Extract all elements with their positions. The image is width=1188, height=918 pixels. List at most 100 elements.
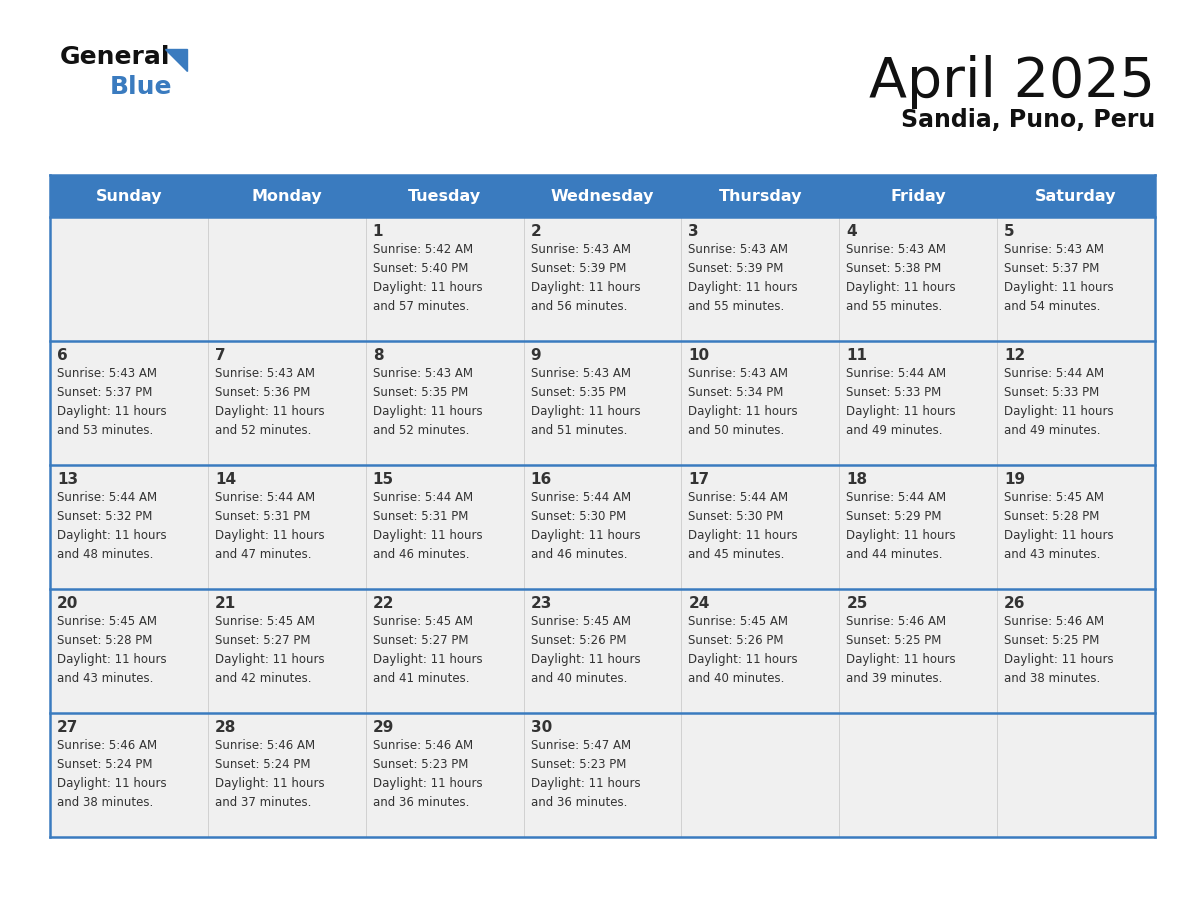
Text: Tuesday: Tuesday [409, 188, 481, 204]
Bar [208, 341, 366, 465]
Text: Sunrise: 5:44 AM
Sunset: 5:33 PM
Daylight: 11 hours
and 49 minutes.: Sunrise: 5:44 AM Sunset: 5:33 PM Dayligh… [1004, 367, 1114, 437]
Text: Sunrise: 5:46 AM
Sunset: 5:25 PM
Daylight: 11 hours
and 39 minutes.: Sunrise: 5:46 AM Sunset: 5:25 PM Dayligh… [846, 615, 956, 685]
Text: 8: 8 [373, 348, 384, 363]
Bar [50, 341, 208, 465]
Text: April 2025: April 2025 [868, 55, 1155, 109]
Bar [524, 341, 682, 465]
Text: 13: 13 [57, 472, 78, 487]
Bar [50, 175, 1155, 217]
Text: 14: 14 [215, 472, 236, 487]
Text: Sunrise: 5:43 AM
Sunset: 5:39 PM
Daylight: 11 hours
and 56 minutes.: Sunrise: 5:43 AM Sunset: 5:39 PM Dayligh… [531, 243, 640, 313]
Bar [682, 217, 839, 341]
Text: Sunrise: 5:45 AM
Sunset: 5:26 PM
Daylight: 11 hours
and 40 minutes.: Sunrise: 5:45 AM Sunset: 5:26 PM Dayligh… [531, 615, 640, 685]
Text: 25: 25 [846, 596, 867, 611]
Text: Sunrise: 5:45 AM
Sunset: 5:27 PM
Daylight: 11 hours
and 41 minutes.: Sunrise: 5:45 AM Sunset: 5:27 PM Dayligh… [373, 615, 482, 685]
Text: 27: 27 [57, 720, 78, 735]
Text: Sunrise: 5:44 AM
Sunset: 5:29 PM
Daylight: 11 hours
and 44 minutes.: Sunrise: 5:44 AM Sunset: 5:29 PM Dayligh… [846, 491, 956, 561]
Text: Friday: Friday [890, 188, 946, 204]
Bar [997, 341, 1155, 465]
Text: 20: 20 [57, 596, 78, 611]
Bar [682, 589, 839, 713]
Text: Sunrise: 5:44 AM
Sunset: 5:30 PM
Daylight: 11 hours
and 46 minutes.: Sunrise: 5:44 AM Sunset: 5:30 PM Dayligh… [531, 491, 640, 561]
Bar [839, 217, 997, 341]
Text: Sunrise: 5:42 AM
Sunset: 5:40 PM
Daylight: 11 hours
and 57 minutes.: Sunrise: 5:42 AM Sunset: 5:40 PM Dayligh… [373, 243, 482, 313]
Text: Monday: Monday [252, 188, 322, 204]
Text: 16: 16 [531, 472, 551, 487]
Text: 9: 9 [531, 348, 542, 363]
Text: 7: 7 [215, 348, 226, 363]
Text: Blue: Blue [110, 75, 172, 99]
Text: Saturday: Saturday [1035, 188, 1117, 204]
Bar [839, 713, 997, 837]
Bar [208, 713, 366, 837]
Bar [208, 589, 366, 713]
Text: Sunrise: 5:45 AM
Sunset: 5:28 PM
Daylight: 11 hours
and 43 minutes.: Sunrise: 5:45 AM Sunset: 5:28 PM Dayligh… [57, 615, 166, 685]
Text: Sunrise: 5:43 AM
Sunset: 5:37 PM
Daylight: 11 hours
and 53 minutes.: Sunrise: 5:43 AM Sunset: 5:37 PM Dayligh… [57, 367, 166, 437]
Text: Sunrise: 5:43 AM
Sunset: 5:35 PM
Daylight: 11 hours
and 51 minutes.: Sunrise: 5:43 AM Sunset: 5:35 PM Dayligh… [531, 367, 640, 437]
Text: Sunrise: 5:46 AM
Sunset: 5:24 PM
Daylight: 11 hours
and 38 minutes.: Sunrise: 5:46 AM Sunset: 5:24 PM Dayligh… [57, 739, 166, 809]
Text: Sunrise: 5:43 AM
Sunset: 5:34 PM
Daylight: 11 hours
and 50 minutes.: Sunrise: 5:43 AM Sunset: 5:34 PM Dayligh… [688, 367, 798, 437]
Text: 29: 29 [373, 720, 394, 735]
Text: Sunrise: 5:44 AM
Sunset: 5:33 PM
Daylight: 11 hours
and 49 minutes.: Sunrise: 5:44 AM Sunset: 5:33 PM Dayligh… [846, 367, 956, 437]
Text: 11: 11 [846, 348, 867, 363]
Bar [997, 217, 1155, 341]
Text: 24: 24 [688, 596, 709, 611]
Text: Sunrise: 5:45 AM
Sunset: 5:27 PM
Daylight: 11 hours
and 42 minutes.: Sunrise: 5:45 AM Sunset: 5:27 PM Dayligh… [215, 615, 324, 685]
Text: 23: 23 [531, 596, 552, 611]
Bar [997, 713, 1155, 837]
Bar [839, 465, 997, 589]
Bar [366, 589, 524, 713]
Text: 28: 28 [215, 720, 236, 735]
Text: Sunrise: 5:47 AM
Sunset: 5:23 PM
Daylight: 11 hours
and 36 minutes.: Sunrise: 5:47 AM Sunset: 5:23 PM Dayligh… [531, 739, 640, 809]
Bar [524, 713, 682, 837]
Text: Sunrise: 5:43 AM
Sunset: 5:36 PM
Daylight: 11 hours
and 52 minutes.: Sunrise: 5:43 AM Sunset: 5:36 PM Dayligh… [215, 367, 324, 437]
Bar [366, 713, 524, 837]
Text: Sunrise: 5:46 AM
Sunset: 5:23 PM
Daylight: 11 hours
and 36 minutes.: Sunrise: 5:46 AM Sunset: 5:23 PM Dayligh… [373, 739, 482, 809]
Bar [682, 713, 839, 837]
Text: Sunrise: 5:45 AM
Sunset: 5:26 PM
Daylight: 11 hours
and 40 minutes.: Sunrise: 5:45 AM Sunset: 5:26 PM Dayligh… [688, 615, 798, 685]
Text: Thursday: Thursday [719, 188, 802, 204]
Text: Sunrise: 5:43 AM
Sunset: 5:35 PM
Daylight: 11 hours
and 52 minutes.: Sunrise: 5:43 AM Sunset: 5:35 PM Dayligh… [373, 367, 482, 437]
Text: Sunrise: 5:44 AM
Sunset: 5:31 PM
Daylight: 11 hours
and 47 minutes.: Sunrise: 5:44 AM Sunset: 5:31 PM Dayligh… [215, 491, 324, 561]
Text: 21: 21 [215, 596, 236, 611]
Bar [50, 589, 208, 713]
Bar [366, 341, 524, 465]
Text: 30: 30 [531, 720, 551, 735]
Text: 19: 19 [1004, 472, 1025, 487]
Text: Sunrise: 5:44 AM
Sunset: 5:32 PM
Daylight: 11 hours
and 48 minutes.: Sunrise: 5:44 AM Sunset: 5:32 PM Dayligh… [57, 491, 166, 561]
Text: 18: 18 [846, 472, 867, 487]
Bar [524, 217, 682, 341]
Bar [50, 465, 208, 589]
Bar [208, 465, 366, 589]
Bar [208, 217, 366, 341]
Bar [997, 465, 1155, 589]
Bar [997, 589, 1155, 713]
Bar [524, 589, 682, 713]
Bar [50, 713, 208, 837]
Bar [366, 465, 524, 589]
Text: 3: 3 [688, 224, 699, 239]
Bar [682, 341, 839, 465]
Text: 4: 4 [846, 224, 857, 239]
Text: Sunrise: 5:43 AM
Sunset: 5:38 PM
Daylight: 11 hours
and 55 minutes.: Sunrise: 5:43 AM Sunset: 5:38 PM Dayligh… [846, 243, 956, 313]
Bar [839, 589, 997, 713]
Polygon shape [165, 49, 187, 71]
Text: Sunrise: 5:46 AM
Sunset: 5:24 PM
Daylight: 11 hours
and 37 minutes.: Sunrise: 5:46 AM Sunset: 5:24 PM Dayligh… [215, 739, 324, 809]
Text: 12: 12 [1004, 348, 1025, 363]
Bar [524, 465, 682, 589]
Text: Sandia, Puno, Peru: Sandia, Puno, Peru [901, 108, 1155, 132]
Text: 15: 15 [373, 472, 394, 487]
Text: Sunrise: 5:44 AM
Sunset: 5:31 PM
Daylight: 11 hours
and 46 minutes.: Sunrise: 5:44 AM Sunset: 5:31 PM Dayligh… [373, 491, 482, 561]
Text: Sunrise: 5:44 AM
Sunset: 5:30 PM
Daylight: 11 hours
and 45 minutes.: Sunrise: 5:44 AM Sunset: 5:30 PM Dayligh… [688, 491, 798, 561]
Text: 22: 22 [373, 596, 394, 611]
Bar [50, 217, 208, 341]
Text: 6: 6 [57, 348, 68, 363]
Text: Sunrise: 5:43 AM
Sunset: 5:39 PM
Daylight: 11 hours
and 55 minutes.: Sunrise: 5:43 AM Sunset: 5:39 PM Dayligh… [688, 243, 798, 313]
Text: 10: 10 [688, 348, 709, 363]
Text: Sunrise: 5:43 AM
Sunset: 5:37 PM
Daylight: 11 hours
and 54 minutes.: Sunrise: 5:43 AM Sunset: 5:37 PM Dayligh… [1004, 243, 1114, 313]
Text: 5: 5 [1004, 224, 1015, 239]
Text: 26: 26 [1004, 596, 1025, 611]
Text: Sunrise: 5:45 AM
Sunset: 5:28 PM
Daylight: 11 hours
and 43 minutes.: Sunrise: 5:45 AM Sunset: 5:28 PM Dayligh… [1004, 491, 1114, 561]
Text: 17: 17 [688, 472, 709, 487]
Bar [366, 217, 524, 341]
